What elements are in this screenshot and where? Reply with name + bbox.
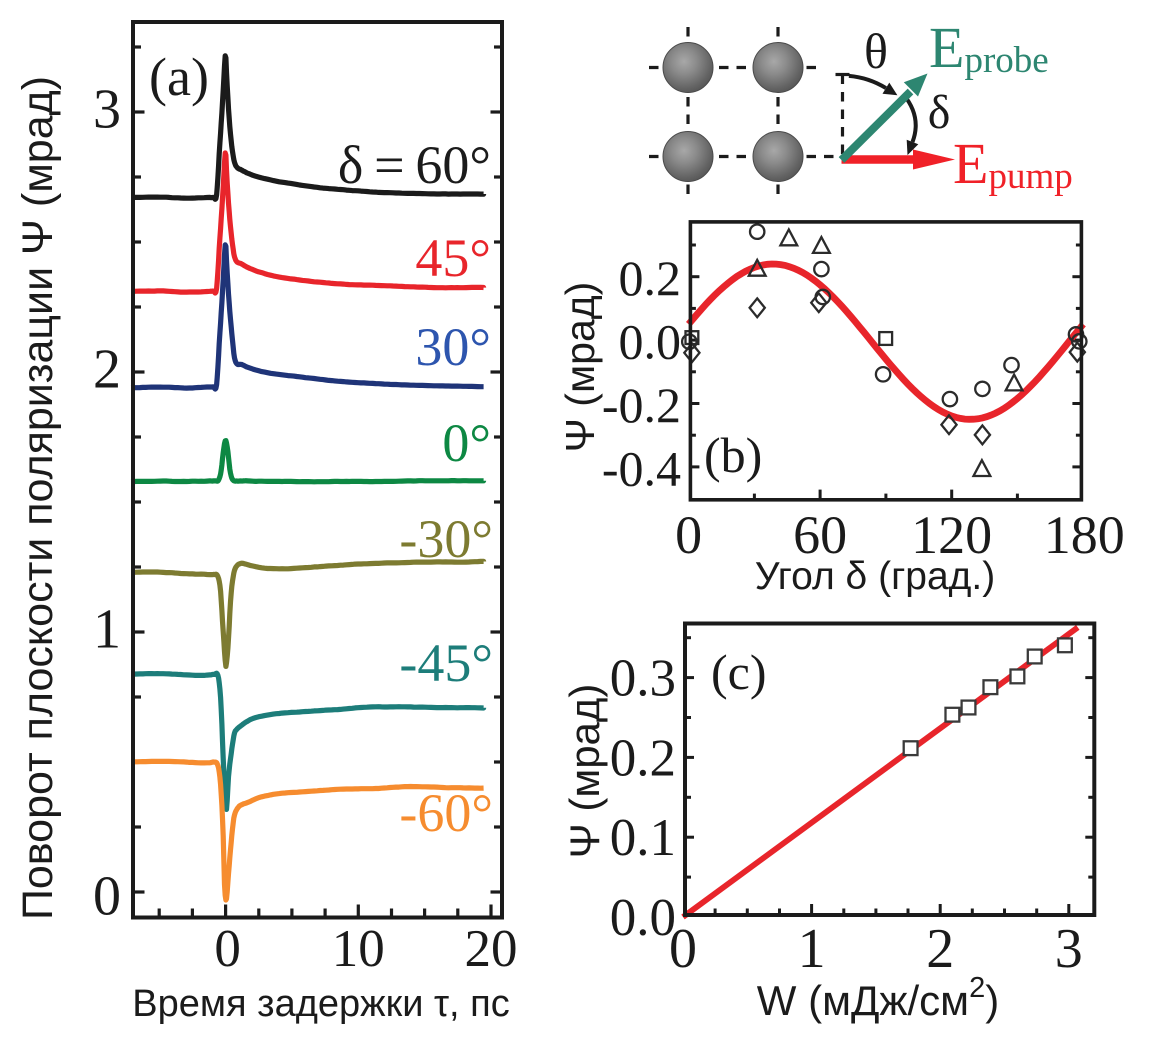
svg-text:(c): (c) (711, 644, 767, 700)
svg-text:30°: 30° (415, 317, 491, 377)
svg-text:0°: 0° (442, 413, 491, 473)
svg-text:2: 2 (93, 339, 121, 401)
svg-text:-0.2: -0.2 (602, 377, 681, 433)
svg-text:120: 120 (911, 505, 992, 565)
svg-text:3: 3 (1055, 918, 1083, 980)
svg-text:60: 60 (793, 505, 847, 565)
svg-text:Ψ (мрад): Ψ (мрад) (557, 282, 603, 453)
svg-text:45°: 45° (415, 228, 491, 288)
svg-text:10: 10 (332, 920, 385, 978)
svg-text:20: 20 (465, 920, 518, 978)
svg-text:Время задержки τ, пс: Время задержки τ, пс (132, 983, 509, 1025)
svg-text:0: 0 (93, 866, 121, 928)
svg-text:-60°: -60° (399, 783, 493, 843)
svg-text:δ = 60°: δ = 60° (338, 135, 491, 195)
svg-text:3: 3 (93, 79, 121, 141)
svg-text:(a): (a) (149, 47, 209, 107)
svg-text:1: 1 (93, 599, 121, 661)
svg-text:0.3: 0.3 (610, 650, 676, 708)
svg-text:Ψ (мрад): Ψ (мрад) (561, 684, 608, 859)
svg-text:δ: δ (928, 86, 951, 139)
svg-text:Поворот плоскости поляризации: Поворот плоскости поляризации Ψ (мрад) (14, 76, 62, 920)
svg-text:0: 0 (669, 918, 697, 980)
svg-text:Угол δ (град.): Угол δ (град.) (755, 555, 996, 598)
svg-text:-45°: -45° (399, 633, 493, 693)
svg-text:0.0: 0.0 (610, 889, 676, 947)
svg-text:0.2: 0.2 (610, 729, 676, 787)
svg-text:180: 180 (1044, 505, 1125, 565)
svg-text:-30°: -30° (399, 509, 493, 569)
svg-text:W (мДж/см2): W (мДж/см2) (757, 972, 999, 1024)
svg-text:0.0: 0.0 (619, 314, 682, 370)
svg-text:0.2: 0.2 (619, 250, 682, 306)
svg-text:1: 1 (798, 918, 826, 980)
svg-text:0.1: 0.1 (610, 809, 676, 867)
svg-text:0: 0 (675, 505, 702, 565)
svg-text:θ: θ (864, 23, 888, 79)
svg-text:0: 0 (214, 920, 241, 978)
svg-text:(b): (b) (704, 427, 762, 483)
svg-text:-0.4: -0.4 (602, 440, 681, 496)
svg-text:2: 2 (926, 918, 954, 980)
